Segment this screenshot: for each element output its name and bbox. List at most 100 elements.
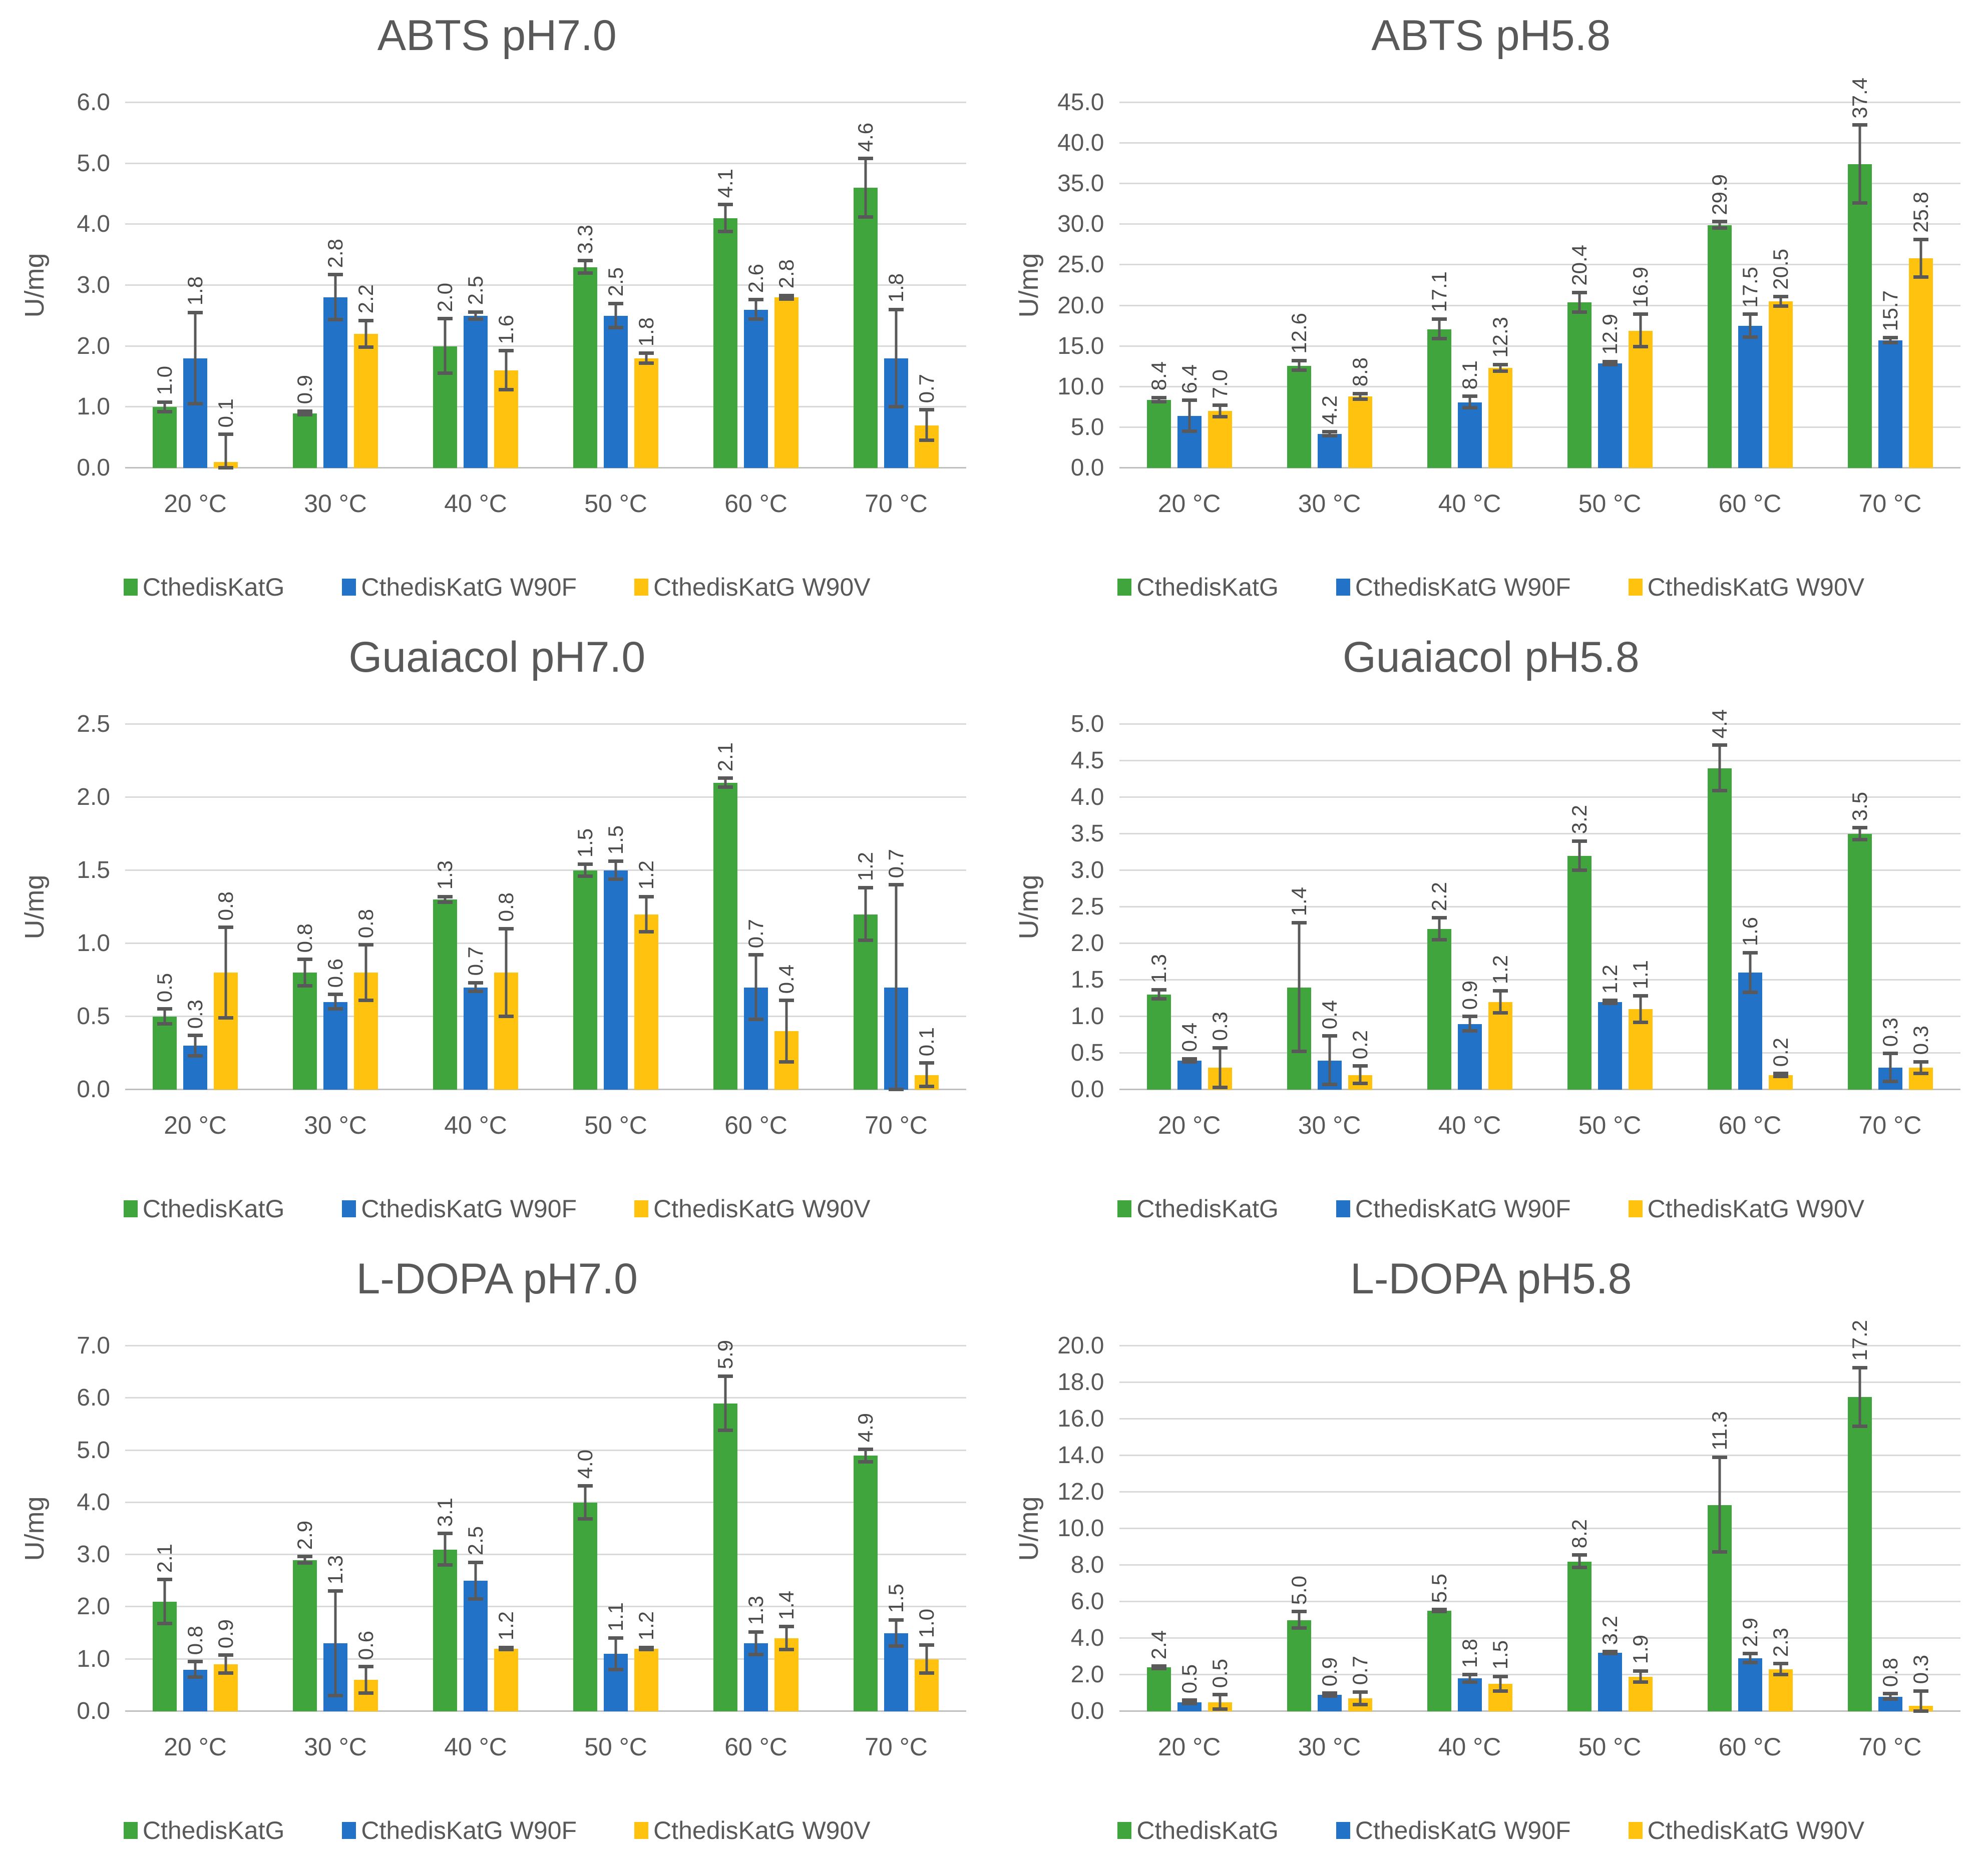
- bar-value-label: 3.5: [1847, 791, 1871, 821]
- bar-series-1: [1707, 768, 1732, 1090]
- error-bar-cap-bottom: [297, 1561, 312, 1565]
- error-bar-cap-top: [468, 1560, 483, 1564]
- error-bar-cap-top: [1633, 994, 1648, 998]
- y-tick-label: 25.0: [1057, 251, 1104, 278]
- x-axis-labels: 20 °C 30 °C 40 °C 50 °C 60 °C 70 °C: [1119, 1732, 1960, 1761]
- error-bar-cap-top: [1212, 403, 1228, 407]
- error-bar-cap-top: [1742, 951, 1758, 955]
- error-bar-cap-bottom: [639, 361, 654, 365]
- error-bar-cap-bottom: [858, 215, 873, 219]
- y-tick-label: 8.0: [1070, 1552, 1104, 1578]
- error-bar-cap-top: [468, 981, 483, 985]
- y-tick-label: 2.0: [77, 1593, 110, 1620]
- bar-slot: 3.5: [1847, 724, 1872, 1090]
- y-axis-title: U/mg: [20, 1496, 50, 1561]
- bar-series-1: [1847, 834, 1872, 1090]
- error-bar-cap-bottom: [639, 1647, 654, 1651]
- bar-value-label: 0.5: [1177, 1664, 1201, 1694]
- bar-slot: 25.8: [1908, 103, 1933, 468]
- error-bar-cap-top: [468, 310, 483, 314]
- error-bar: [614, 1638, 617, 1670]
- bar-value-label: 1.2: [634, 860, 658, 890]
- bar-series-2: [1738, 326, 1762, 468]
- legend: CthedisKatG CthedisKatG W90F CthedisKatG W…: [0, 1816, 994, 1845]
- bar-value-label: 1.3: [323, 1555, 347, 1585]
- error-bar: [1219, 405, 1221, 417]
- bar-slot: 1.9: [1628, 1346, 1653, 1711]
- error-bar-cap-top: [718, 1374, 733, 1378]
- bar-series-1: [1567, 855, 1592, 1090]
- bar-group: 29.9 17.5 20.5: [1680, 103, 1820, 468]
- error-bar: [1858, 828, 1861, 840]
- bar-series-3: [1348, 396, 1372, 468]
- gridline: [1119, 723, 1960, 725]
- error-bar: [224, 434, 227, 468]
- error-bar-cap-top: [1462, 1015, 1477, 1018]
- error-bar-cap-bottom: [748, 1017, 763, 1021]
- bar-value-label: 1.4: [1287, 886, 1311, 916]
- gridline: [1119, 760, 1960, 761]
- bar-value-label: 2.4: [1146, 1630, 1170, 1660]
- bar-slot: 1.8: [884, 103, 908, 468]
- error-bar: [614, 861, 617, 879]
- bar-slot: 5.9: [713, 1340, 737, 1711]
- x-axis-labels: 20 °C 30 °C 40 °C 50 °C 60 °C 70 °C: [125, 489, 966, 518]
- bar-series-3: [1908, 258, 1933, 468]
- bars: 2.1 0.8 0.9 2.9 1.3 0.6 3.1 2.5 1.2 4.0 1.1 1.2 5.9 1…: [125, 1340, 966, 1711]
- bar-group: 1.3 0.4 0.3: [1119, 724, 1260, 1090]
- bar-slot: 2.6: [744, 103, 768, 468]
- error-bar-cap-bottom: [858, 939, 873, 943]
- legend-label: CthedisKatG W90V: [1647, 573, 1865, 601]
- bar-series-1: [293, 413, 317, 468]
- bar-series-2: [744, 309, 768, 468]
- error-bar-cap-top: [1571, 1553, 1587, 1557]
- bar-slot: 0.9: [214, 1346, 238, 1711]
- bar-slot: 0.3: [1908, 724, 1933, 1090]
- y-axis-title: U/mg: [1013, 874, 1044, 940]
- error-bar: [1438, 319, 1440, 339]
- error-bar: [1639, 1671, 1642, 1682]
- bar-series-1: [433, 1549, 457, 1711]
- y-tick-label: 6.0: [1070, 1588, 1104, 1615]
- legend-item: CthedisKatG W90F: [1336, 1816, 1571, 1845]
- bar-slot: 0.3: [1878, 724, 1902, 1090]
- error-bar-cap-bottom: [1151, 1666, 1166, 1670]
- error-bar-cap-bottom: [718, 229, 733, 233]
- y-tick-label: 1.5: [1070, 967, 1104, 993]
- bar-series-1: [1847, 1397, 1872, 1711]
- bar-series-1: [1427, 928, 1451, 1090]
- error-bar: [1578, 292, 1580, 312]
- error-bar-cap-bottom: [1852, 201, 1867, 205]
- error-bar: [614, 303, 617, 328]
- bar-group: 0.5 0.3 0.8: [125, 724, 265, 1090]
- legend: CthedisKatG CthedisKatG W90F CthedisKatG W…: [0, 573, 994, 602]
- gridline: [1119, 345, 1960, 347]
- error-bar: [724, 205, 727, 232]
- error-bar: [1919, 1691, 1922, 1711]
- error-bar-cap-top: [1151, 988, 1166, 992]
- error-bar-cap-bottom: [718, 785, 733, 789]
- bar-slot: 5.0: [1287, 1346, 1311, 1711]
- legend-item: CthedisKatG W90V: [634, 1816, 871, 1845]
- legend-swatch: [342, 1822, 356, 1839]
- error-bar-cap-top: [1712, 220, 1727, 224]
- bar-slot: 4.2: [1317, 103, 1342, 468]
- y-axis-title: U/mg: [20, 253, 50, 318]
- bar-value-label: 3.2: [1598, 1615, 1622, 1645]
- x-tick-label: 50 °C: [584, 1111, 647, 1139]
- y-tick-label: 0.5: [77, 1003, 110, 1030]
- gridline: [1119, 385, 1960, 387]
- error-bar-cap-bottom: [578, 874, 593, 878]
- bar-slot: 1.2: [1598, 724, 1622, 1090]
- bar-series-2: [1177, 1060, 1202, 1090]
- bar-series-1: [293, 1560, 317, 1711]
- legend-swatch: [1628, 579, 1643, 596]
- bar-value-label: 0.8: [214, 891, 237, 920]
- error-bar-cap-top: [578, 1484, 593, 1488]
- error-bar: [864, 158, 867, 217]
- error-bar-cap-bottom: [358, 345, 373, 349]
- error-bar: [1438, 917, 1440, 940]
- error-bar-cap-top: [438, 894, 453, 898]
- error-bar-cap-top: [858, 156, 873, 160]
- bar-slot: 0.9: [293, 103, 317, 468]
